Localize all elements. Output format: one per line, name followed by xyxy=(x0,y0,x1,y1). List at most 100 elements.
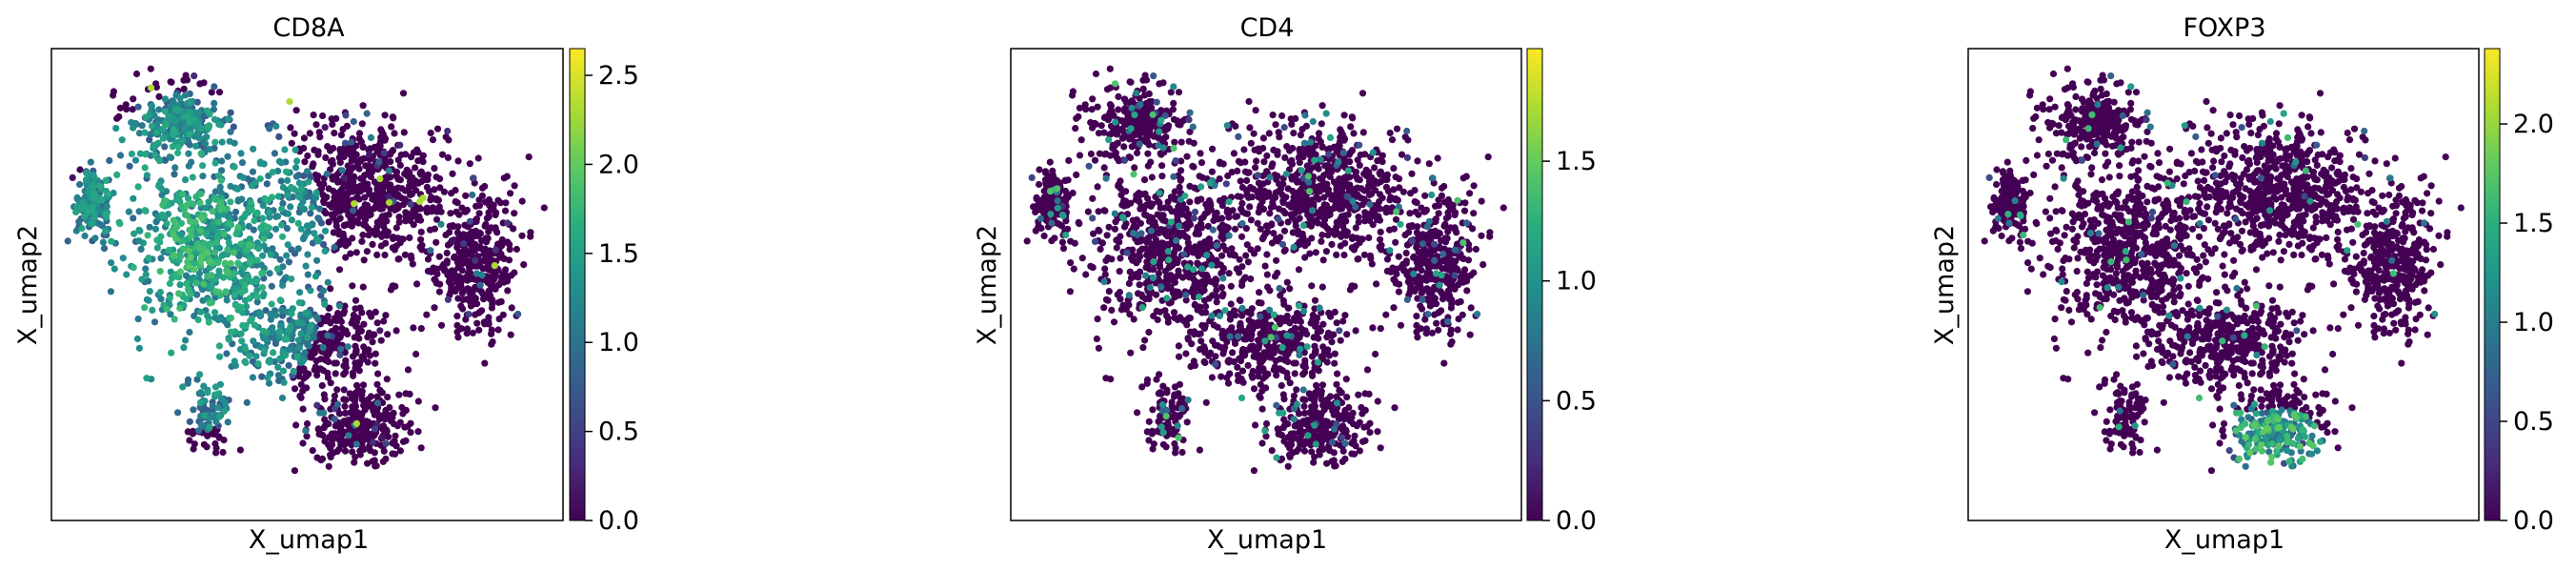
scatter-point xyxy=(418,246,426,254)
scatter-point xyxy=(1270,202,1278,211)
scatter-point xyxy=(116,152,125,159)
scatter-point xyxy=(399,438,408,445)
scatter-point xyxy=(1447,330,1455,337)
scatter-point xyxy=(473,217,480,226)
scatter-point xyxy=(81,232,89,240)
scatter-point xyxy=(110,88,117,95)
scatter-point xyxy=(1119,301,1127,309)
scatter-point xyxy=(412,207,419,214)
scatter-point xyxy=(279,263,287,271)
scatter-point xyxy=(1435,229,1442,236)
scatter-point xyxy=(274,363,282,371)
scatter-point xyxy=(305,370,312,377)
scatter-point xyxy=(1238,208,1246,215)
scatter-point xyxy=(263,223,271,231)
scatter-point xyxy=(341,409,349,418)
x-axis-label: X_umap1 xyxy=(249,525,369,555)
scatter-point xyxy=(214,404,222,412)
scatter-point xyxy=(478,192,486,199)
scatter-point xyxy=(491,282,498,291)
scatter-point xyxy=(1377,325,1384,333)
scatter-point xyxy=(338,167,346,174)
scatter-point xyxy=(319,287,328,295)
scatter-point xyxy=(1377,177,1385,186)
scatter-point xyxy=(380,149,388,156)
scatter-point xyxy=(500,255,508,262)
scatter-point xyxy=(171,164,179,172)
scatter-point xyxy=(316,205,324,213)
scatter-point xyxy=(502,199,510,207)
scatter-point xyxy=(1161,307,1169,315)
scatter-point xyxy=(292,421,300,429)
scatter-point xyxy=(1318,143,1326,151)
scatter-point xyxy=(197,125,205,133)
scatter-point xyxy=(449,237,456,245)
scatter-point xyxy=(319,112,327,120)
scatter-point xyxy=(179,383,187,391)
scatter-point xyxy=(283,225,291,233)
scatter-point xyxy=(332,114,340,122)
scatter-point xyxy=(1082,106,1090,113)
scatter-point xyxy=(343,438,351,445)
scatter-point xyxy=(294,336,303,344)
scatter-point xyxy=(1316,188,1323,195)
scatter-point xyxy=(187,217,194,225)
scatter-point xyxy=(358,388,366,396)
scatter-point xyxy=(1349,234,1357,241)
scatter-point xyxy=(170,126,177,133)
scatter-point xyxy=(291,130,298,137)
scatter-point xyxy=(1105,288,1113,296)
scatter-point xyxy=(392,242,400,250)
scatter-point xyxy=(1219,350,1227,357)
scatter-point xyxy=(1265,130,1273,137)
scatter-point xyxy=(1308,282,1316,290)
scatter-point xyxy=(1069,88,1077,95)
scatter-point xyxy=(171,171,178,178)
scatter-point xyxy=(279,199,287,207)
scatter-point xyxy=(308,321,315,330)
scatter-point xyxy=(231,357,238,365)
scatter-point xyxy=(480,318,488,326)
scatter-point xyxy=(253,256,261,264)
scatter-point xyxy=(1292,114,1299,122)
scatter-point xyxy=(1318,102,1326,110)
scatter-point xyxy=(204,249,211,256)
scatter-point xyxy=(1394,196,1401,204)
scatter-point xyxy=(116,220,124,228)
scatter-point xyxy=(407,419,414,427)
scatter-point xyxy=(451,253,458,260)
scatter-point xyxy=(372,359,379,367)
scatter-point xyxy=(486,275,493,283)
scatter-point xyxy=(149,306,156,314)
scatter-point xyxy=(1087,150,1095,158)
scatter-point xyxy=(189,173,196,181)
scatter-point xyxy=(1076,104,1083,112)
scatter-point xyxy=(334,435,342,442)
scatter-point xyxy=(291,467,298,475)
scatter-point xyxy=(1227,282,1235,290)
scatter-point xyxy=(356,451,364,459)
scatter-point xyxy=(1438,184,1446,192)
scatter-point xyxy=(312,189,320,196)
scatter-point xyxy=(1200,287,1208,295)
scatter-point xyxy=(342,327,350,335)
scatter-point xyxy=(186,328,193,336)
scatter-point xyxy=(288,246,295,254)
scatter-point xyxy=(211,194,218,202)
scatter-point xyxy=(1447,340,1455,348)
scatter-point xyxy=(167,78,174,86)
scatter-point xyxy=(1354,255,1361,263)
scatter-point xyxy=(284,241,292,249)
scatter-point xyxy=(1066,288,1074,296)
scatter-point xyxy=(1092,120,1099,128)
scatter-point xyxy=(142,113,150,121)
scatter-point xyxy=(182,336,190,344)
scatter-point xyxy=(184,212,191,219)
scatter-point xyxy=(1185,315,1193,322)
scatter-point xyxy=(211,188,219,195)
scatter-point xyxy=(382,455,390,462)
scatter-point xyxy=(1072,125,1079,133)
scatter-point xyxy=(176,94,184,102)
scatter-point xyxy=(1284,218,1292,226)
scatter-point xyxy=(1361,217,1369,225)
